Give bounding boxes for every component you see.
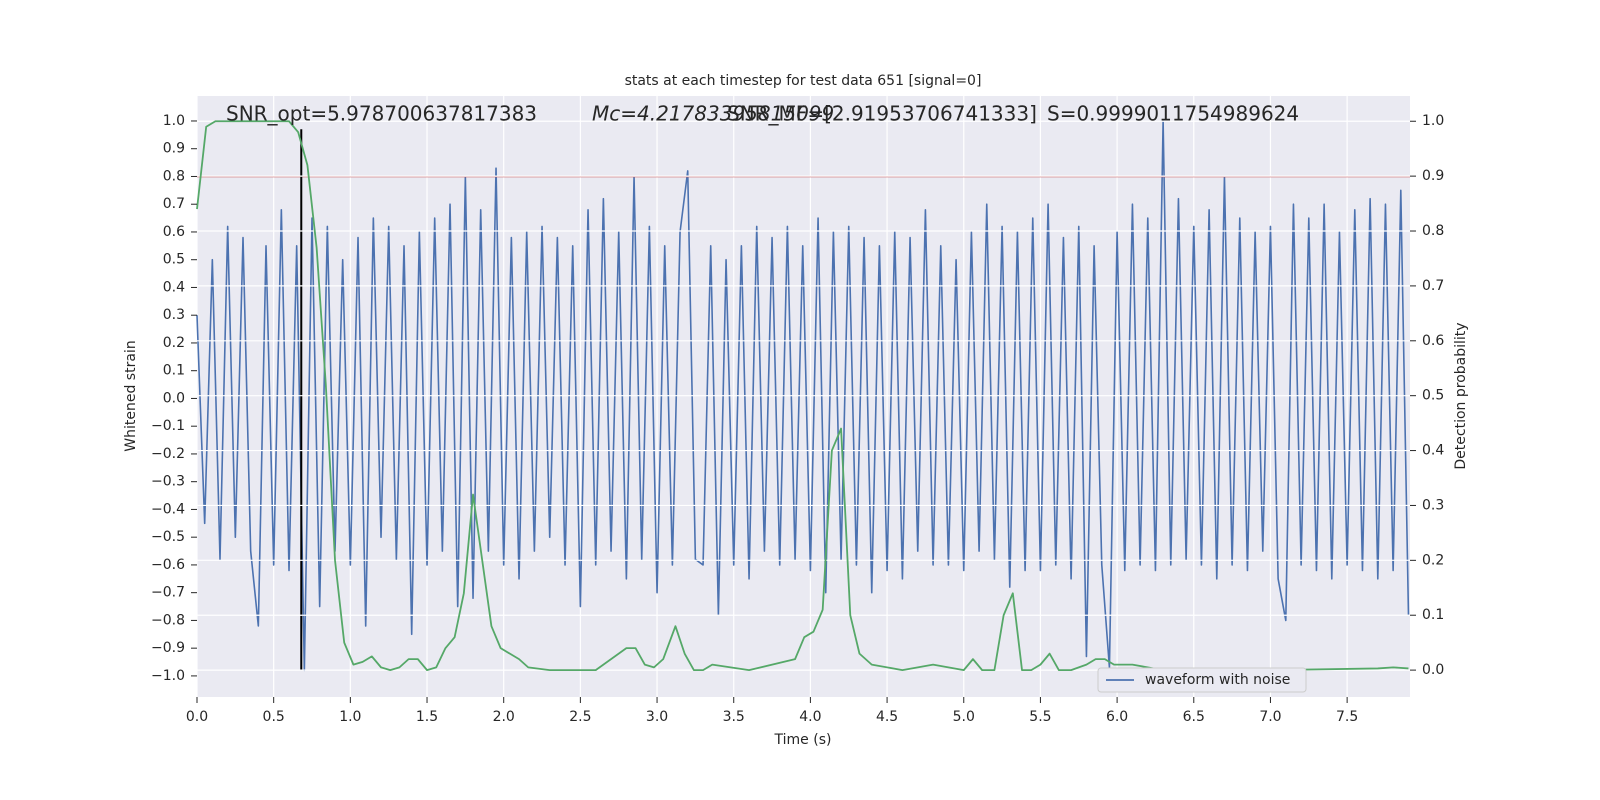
legend-box — [1097, 667, 1307, 693]
y-tick-label: 0.9 — [163, 141, 185, 157]
y2-tick-label: 0.6 — [1422, 333, 1444, 349]
x-tick-label: 2.5 — [569, 709, 591, 725]
y2-tick-label: 0.2 — [1422, 552, 1444, 568]
y2-tick-label: 0.7 — [1422, 278, 1444, 294]
data-line — [196, 120, 1409, 672]
y-tick-label: 0.1 — [163, 363, 185, 379]
x-tick-label: 4.5 — [876, 709, 898, 725]
x-tick-label: 6.5 — [1183, 709, 1205, 725]
y-tick-label: −1.0 — [151, 668, 185, 684]
y2-tick-label: 0.3 — [1422, 497, 1444, 513]
x-tick-label: 5.0 — [953, 709, 975, 725]
y-tick-label: −0.9 — [151, 640, 185, 656]
annotation: SNR_MF=[2.91953706741333] — [727, 102, 1037, 126]
y-tick-label: −0.6 — [151, 557, 185, 573]
y2-tick-label: 0.9 — [1422, 168, 1444, 184]
y-tick-label: −0.7 — [151, 585, 185, 601]
x-tick-label: 1.5 — [416, 709, 438, 725]
x-tick-label: 3.5 — [723, 709, 745, 725]
data-line — [196, 120, 1410, 672]
y2-tick-label: 0.5 — [1422, 388, 1444, 404]
x-tick-label: 7.5 — [1336, 709, 1358, 725]
y-tick-label: −0.4 — [151, 501, 185, 517]
y2-tick-label: 0.4 — [1422, 443, 1444, 459]
annotation: S=0.9999011754989624 — [1047, 102, 1299, 126]
y-tick-label: −0.1 — [151, 418, 185, 434]
chart-title: stats at each timestep for test data 651… — [625, 73, 982, 89]
y-axis-label: Whitened strain — [123, 340, 139, 451]
plot-background — [197, 96, 1410, 697]
x-tick-label: 4.0 — [799, 709, 821, 725]
y-tick-label: 0.6 — [163, 224, 185, 240]
y-tick-label: −0.5 — [151, 529, 185, 545]
y-tick-label: 0.5 — [163, 252, 185, 268]
x-tick-label: 5.5 — [1029, 709, 1051, 725]
x-tick-label: 2.0 — [493, 709, 515, 725]
y-tick-label: 0.3 — [163, 307, 185, 323]
y2-tick-label: 1.0 — [1422, 113, 1444, 129]
y2-tick-label: 0.8 — [1422, 223, 1444, 239]
y-tick-label: −0.8 — [151, 612, 185, 628]
y-tick-label: 0.0 — [163, 390, 185, 406]
annotation: SNR_opt=5.978700637817383 — [226, 102, 537, 126]
y-tick-label: 0.8 — [163, 168, 185, 184]
y-tick-label: 0.7 — [163, 196, 185, 212]
y2-tick-label: 0.1 — [1422, 607, 1444, 623]
y-tick-label: 0.4 — [163, 279, 185, 295]
x-tick-label: 7.0 — [1259, 709, 1281, 725]
x-axis-label: Time (s) — [774, 732, 832, 748]
y-tick-label: 0.2 — [163, 335, 185, 351]
y2-tick-label: 0.0 — [1422, 662, 1444, 678]
y-tick-label: −0.3 — [151, 474, 185, 490]
x-tick-label: 3.0 — [646, 709, 668, 725]
legend-label: waveform with noise — [1145, 672, 1290, 688]
x-tick-label: 1.0 — [339, 709, 361, 725]
legend: waveform with noise — [1097, 667, 1307, 693]
y-tick-label: 1.0 — [163, 113, 185, 129]
x-tick-label: 0.0 — [186, 709, 208, 725]
x-tick-label: 6.0 — [1106, 709, 1128, 725]
y2-axis-label: Detection probability — [1453, 322, 1469, 469]
x-tick-label: 0.5 — [263, 709, 285, 725]
y-tick-label: −0.2 — [151, 446, 185, 462]
annotation: Mc=4.21783395815099 — [592, 102, 834, 126]
